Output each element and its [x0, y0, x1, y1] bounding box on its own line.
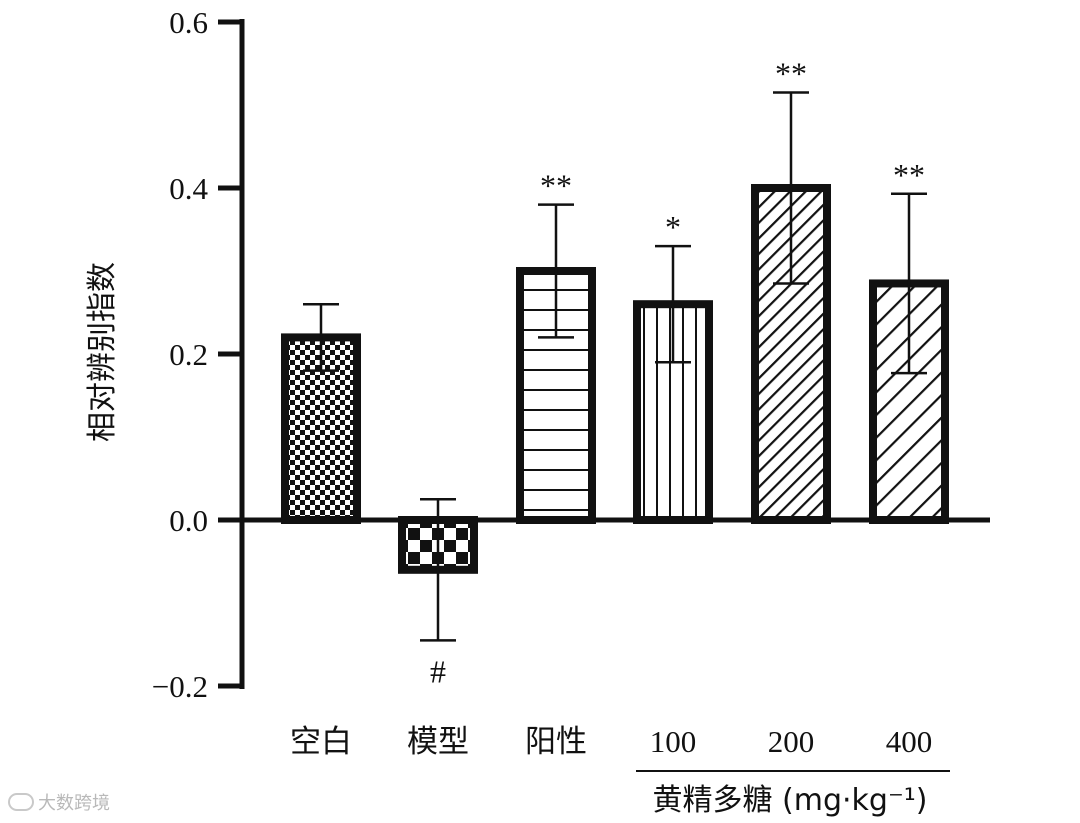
y-tick-label: 0.0 [169, 503, 208, 538]
y-tick-label: −0.2 [152, 669, 208, 704]
significance-label-2: ** [540, 168, 572, 204]
category-label-3: 100 [650, 724, 697, 759]
bars [281, 91, 949, 642]
category-label-5: 400 [886, 724, 933, 759]
group-label: 黄精多糖 (mg·kg⁻¹) [652, 783, 927, 818]
labels: 空白 # 模型 ** 阳性 * 100 ** 200 ** 400 [290, 56, 950, 772]
category-label-1: 模型 [407, 724, 469, 760]
y-axis-label: 相对辨别指数 [85, 262, 120, 442]
significance-label-3: * [665, 209, 681, 245]
significance-label-4: ** [775, 56, 807, 92]
category-label-2: 阳性 [525, 724, 587, 760]
category-label-4: 200 [768, 724, 815, 759]
watermark-logo-icon [8, 793, 34, 811]
category-label-0: 空白 [290, 724, 352, 760]
y-tick-label: 0.2 [169, 337, 208, 372]
y-tick-label: 0.6 [169, 5, 208, 40]
watermark-text: 大数跨境 [38, 793, 110, 814]
significance-label-1: # [430, 653, 446, 689]
axes: 0.6 0.4 0.2 0.0 −0.2 [152, 5, 990, 704]
y-tick-label: 0.4 [169, 171, 208, 206]
significance-label-5: ** [893, 157, 925, 193]
watermark: 大数跨境 [8, 789, 110, 815]
